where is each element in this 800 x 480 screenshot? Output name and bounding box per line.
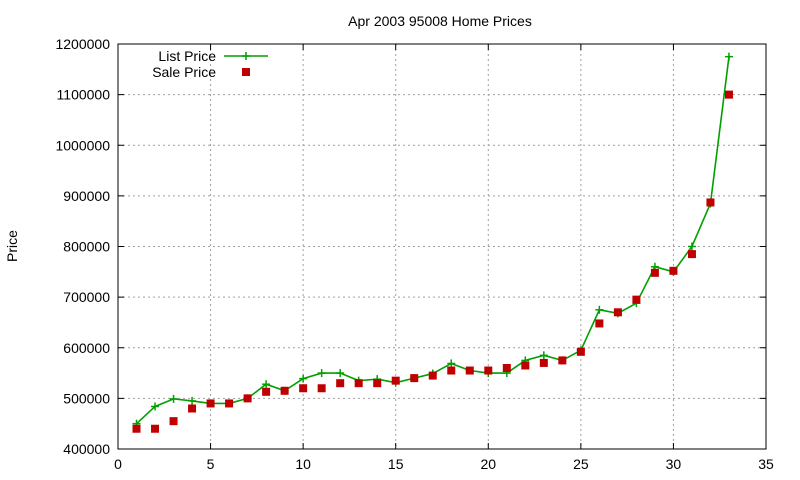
x-tick-label: 20 — [480, 456, 496, 472]
series-list-price — [132, 52, 733, 428]
sale-price-point — [132, 424, 141, 433]
sale-price-point — [428, 371, 437, 380]
series — [132, 52, 733, 433]
list-price-point — [262, 380, 271, 389]
sale-price-point — [724, 90, 733, 99]
list-price-point — [447, 359, 456, 368]
sale-price-point — [336, 379, 345, 388]
sale-price-point — [243, 394, 252, 403]
y-tick-label: 700000 — [63, 289, 110, 305]
sale-price-point — [410, 374, 419, 383]
x-tick-label: 15 — [388, 456, 404, 472]
list-price-point — [169, 394, 178, 403]
x-tick-label: 10 — [295, 456, 311, 472]
grid — [118, 44, 766, 449]
sale-price-point — [151, 424, 160, 433]
list-price-point — [687, 242, 696, 251]
chart-title: Apr 2003 95008 Home Prices — [348, 13, 532, 29]
legend-label: List Price — [158, 48, 216, 64]
x-tick-label: 25 — [573, 456, 589, 472]
y-tick-label: 500000 — [63, 390, 110, 406]
list-price-point — [539, 351, 548, 360]
list-price-point — [336, 369, 345, 378]
list-price-line — [135, 56, 730, 425]
y-tick-label: 600000 — [63, 340, 110, 356]
sale-price-point — [373, 379, 382, 388]
sale-price-point — [650, 268, 659, 277]
x-tick-label: 35 — [758, 456, 774, 472]
x-tick-label: 30 — [666, 456, 682, 472]
sale-price-point — [595, 319, 604, 328]
y-tick-label: 800000 — [63, 239, 110, 255]
list-price-point — [724, 52, 733, 61]
legend-plus-marker — [242, 52, 250, 60]
axis-ticks: 0 5 10 15 20 25 30 35 400000 500000 600000 700000 80… — [55, 36, 774, 472]
sale-price-point — [669, 266, 678, 275]
list-price-point — [595, 305, 604, 314]
sale-price-point — [169, 417, 178, 426]
sale-price-point — [558, 356, 567, 365]
sale-price-point — [484, 366, 493, 375]
legend-label: Sale Price — [152, 64, 216, 80]
sale-price-point — [262, 387, 271, 396]
list-price-point — [188, 396, 197, 405]
sale-price-point — [576, 347, 585, 356]
sale-price-point — [225, 399, 234, 408]
sale-price-point — [706, 198, 715, 207]
sale-price-point — [465, 366, 474, 375]
x-tick-label: 0 — [114, 456, 122, 472]
x-tick-label: 5 — [207, 456, 215, 472]
sale-price-point — [632, 295, 641, 304]
sale-price-point — [206, 399, 215, 408]
y-axis-label: Price — [4, 230, 20, 262]
sale-price-point — [521, 361, 530, 370]
sale-price-point — [687, 250, 696, 259]
sale-price-point — [539, 358, 548, 367]
list-price-point — [299, 374, 308, 383]
sale-price-point — [317, 384, 326, 393]
y-tick-label: 1100000 — [57, 87, 111, 103]
y-tick-label: 1000000 — [55, 137, 110, 153]
sale-price-point — [354, 379, 363, 388]
legend-square-marker — [242, 68, 250, 76]
sale-price-point — [447, 366, 456, 375]
y-tick-label: 900000 — [63, 188, 110, 204]
sale-price-point — [613, 308, 622, 317]
sale-price-point — [280, 386, 289, 395]
y-tick-label: 1200000 — [55, 36, 110, 52]
y-tick-label: 400000 — [63, 441, 110, 457]
series-sale-price — [132, 90, 733, 433]
list-price-point — [151, 402, 160, 411]
sale-price-point — [502, 364, 511, 372]
sale-price-point — [299, 384, 308, 393]
sale-price-point — [188, 404, 197, 413]
list-price-point — [317, 369, 326, 378]
sale-price-point — [391, 376, 400, 385]
